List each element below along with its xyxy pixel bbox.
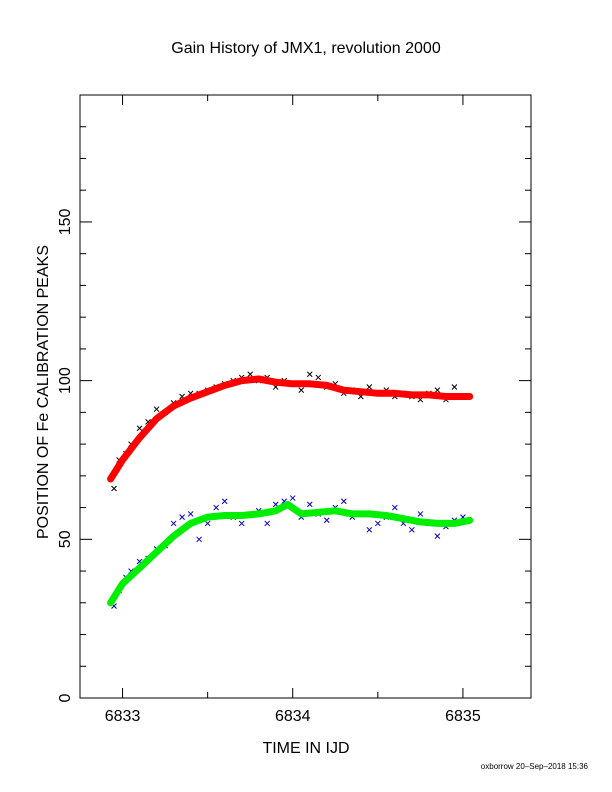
y-tick-label: 150 [57,209,74,236]
x-axis-label: TIME IN IJD [262,740,349,757]
data-point [391,504,398,511]
y-tick-label: 50 [57,530,74,548]
data-point [111,485,117,492]
data-point [136,425,143,432]
data-point [306,501,313,508]
plot-frame [79,94,532,699]
data-point [221,498,228,505]
x-tick-label: 6834 [275,708,311,725]
data-point [340,498,347,505]
data-point [187,511,194,517]
fit-curve-1 [107,375,474,483]
data-point [170,520,177,527]
data-point [247,371,254,378]
x-tick-label: 6833 [105,708,141,725]
data-point [366,526,373,533]
data-point [417,511,424,517]
data-point [196,536,202,543]
x-tick-label: 6835 [445,708,481,725]
data-point [434,387,441,394]
chart-title: Gain History of JMX1, revolution 2000 [171,40,441,57]
y-axis-label: POSITION OF Fe CALIBRATION PEAKS [35,245,52,539]
data-point [366,384,373,390]
data-point [153,406,160,413]
data-point [306,371,313,378]
data-point [374,520,381,527]
data-series [107,371,474,609]
footer-stamp: oxborrow 20–Sep–2018 15:36 [481,762,589,771]
data-point [323,517,330,524]
data-point [289,495,296,501]
data-point [451,384,458,390]
x-tick-labels: 6833 6834 6835 [105,708,481,725]
data-point [298,387,305,394]
y-tick-label: 100 [57,367,74,394]
fit-curve-3 [107,500,474,607]
data-point [204,520,211,527]
y-tick-label: 0 [57,693,74,702]
data-point [179,514,185,520]
data-point [264,520,271,527]
axis-ticks [80,95,531,699]
data-point [238,520,245,527]
title-group: Gain History of JMX1, revolution 2000 [171,40,441,57]
data-point [213,504,220,511]
y-tick-labels: 0 50 100 150 [57,209,74,703]
data-point [315,374,322,381]
data-point [434,533,441,539]
data-point [409,526,415,533]
